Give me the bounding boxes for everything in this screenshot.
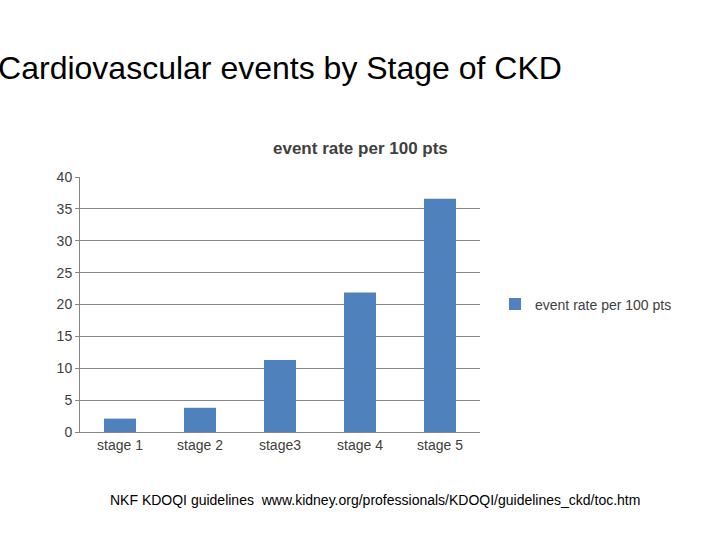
svg-text:25: 25 [57, 265, 73, 281]
svg-text:stage 5: stage 5 [417, 437, 463, 453]
svg-text:NKF KDOQI guidelines www.kidn: NKF KDOQI guidelines www.kidney.org/prof… [110, 492, 640, 508]
svg-text:event rate per 100 pts: event rate per 100 pts [535, 297, 671, 313]
svg-text:5: 5 [64, 392, 72, 408]
svg-text:20: 20 [57, 296, 73, 312]
svg-text:event rate per 100 pts: event rate per 100 pts [273, 139, 448, 158]
svg-text:Cardiovascular events by Stage: Cardiovascular events by Stage of CKD [0, 50, 562, 86]
svg-text:stage 4: stage 4 [337, 437, 383, 453]
svg-text:stage3: stage3 [259, 437, 301, 453]
svg-text:40: 40 [57, 169, 73, 185]
svg-text:15: 15 [57, 328, 73, 344]
svg-text:0: 0 [64, 424, 72, 440]
svg-text:10: 10 [57, 360, 73, 376]
svg-text:stage 1: stage 1 [97, 437, 143, 453]
svg-text:30: 30 [57, 233, 73, 249]
svg-text:stage 2: stage 2 [177, 437, 223, 453]
svg-text:35: 35 [57, 201, 73, 217]
